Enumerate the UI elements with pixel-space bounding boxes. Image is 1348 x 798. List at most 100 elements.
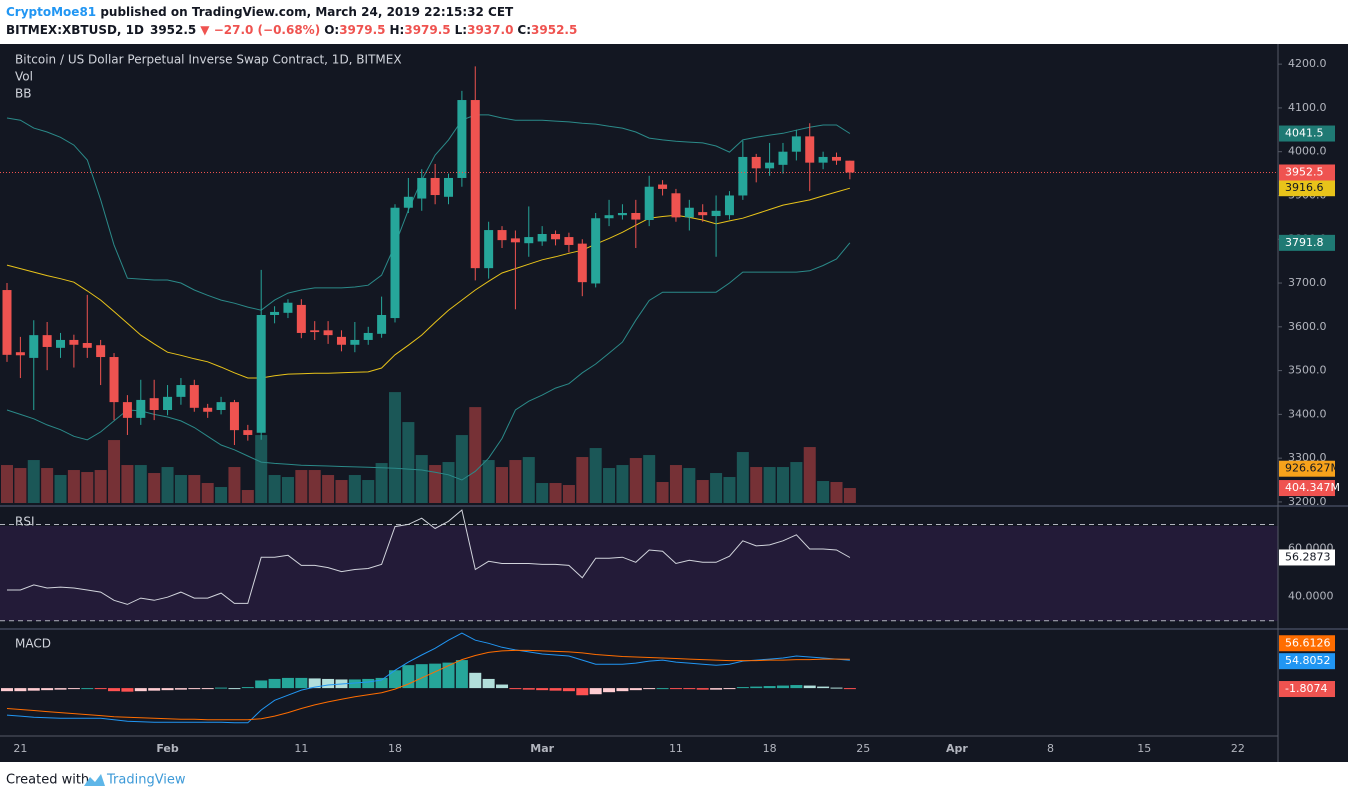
volume-bar: [429, 465, 442, 503]
volume-bar: [843, 488, 856, 503]
volume-bar: [94, 470, 107, 503]
indicator-label: BB: [15, 87, 31, 101]
x-tick-label: 22: [1231, 742, 1245, 755]
candle-body: [805, 136, 815, 163]
x-tick-label: Feb: [156, 742, 179, 755]
volume-bar: [776, 467, 789, 503]
volume-bar: [549, 483, 562, 503]
published-text: published on TradingView.com, March 24, …: [96, 5, 514, 19]
macd-line: [6, 632, 850, 724]
volume-bar: [750, 467, 763, 503]
x-tick-label: Mar: [530, 742, 554, 755]
bollinger-band: [6, 242, 851, 481]
volume-bar: [375, 463, 388, 503]
candle-body: [711, 210, 721, 217]
price-tag: [1279, 460, 1335, 477]
macd-histogram-bar: [121, 688, 134, 692]
candle-body: [2, 290, 12, 355]
volume-bar: [603, 468, 616, 503]
macd-histogram-bar: [843, 688, 856, 690]
volume-bar: [215, 487, 228, 503]
volume-bar: [790, 462, 803, 503]
macd-histogram-bar: [803, 685, 816, 689]
volume-bar: [348, 475, 361, 503]
candle-body: [96, 345, 106, 358]
volume-bar: [322, 475, 335, 503]
macd-histogram-bar: [14, 688, 27, 692]
candle-body: [470, 100, 480, 269]
open-value: 3979.5: [339, 23, 385, 37]
macd-histogram-bar: [589, 688, 602, 695]
volume-bar: [415, 455, 428, 503]
macd-histogram-bar: [656, 688, 669, 690]
volume-bar: [67, 470, 80, 503]
volume-bar: [14, 468, 27, 503]
macd-histogram-bar: [710, 688, 723, 690]
candle-body: [510, 238, 520, 243]
volume-bar: [736, 452, 749, 503]
candle-body: [577, 243, 587, 283]
chart-layer: 21 Feb 11 18 Mar 11 18 25 Apr 8 15 223200.03300.034…: [0, 57, 1340, 755]
candle-body: [631, 212, 641, 220]
macd-histogram-bar: [723, 688, 736, 690]
candle-body: [82, 343, 92, 348]
macd-histogram-bar: [134, 688, 147, 692]
rsi-band-bg: [0, 526, 1278, 621]
last-price: 3952.5: [150, 23, 196, 37]
x-tick-label: 8: [1047, 742, 1054, 755]
volume-bar: [134, 465, 147, 503]
candle-body: [430, 177, 440, 196]
price-tag-label: 4041.5: [1285, 127, 1324, 140]
volume-bar: [589, 448, 602, 503]
macd-histogram-bar: [415, 664, 428, 689]
macd-histogram-bar: [41, 688, 54, 691]
volume-bar: [522, 457, 535, 503]
candle-body: [42, 335, 52, 347]
candle-body: [457, 100, 467, 178]
volume-bar: [455, 435, 468, 503]
price-tag-label: -1.8074: [1285, 682, 1327, 695]
candle-body: [417, 177, 427, 199]
candle-body: [524, 237, 534, 244]
volume-bar: [496, 467, 509, 503]
main-title: Bitcoin / US Dollar Perpetual Inverse Sw…: [15, 53, 402, 67]
candle-body: [136, 399, 146, 418]
high-value: 3979.5: [404, 23, 450, 37]
candle-body: [163, 396, 173, 410]
x-tick-label: 21: [13, 742, 27, 755]
price-tag: [1279, 164, 1335, 181]
close-value: 3952.5: [531, 23, 577, 37]
y-tick-label: 4100.0: [1288, 101, 1327, 114]
macd-histogram-bar: [616, 688, 629, 692]
candle-body: [671, 193, 681, 218]
volume-bar: [469, 407, 482, 503]
x-tick-label: Apr: [946, 742, 968, 755]
candle-body: [390, 207, 400, 319]
candle-body: [831, 156, 841, 161]
volume-bar: [576, 457, 589, 503]
volume-bar: [710, 473, 723, 503]
macd-histogram-bar: [54, 688, 67, 690]
volume-bar: [509, 460, 522, 503]
y-tick-label: 4000.0: [1288, 145, 1327, 158]
candle-body: [336, 336, 346, 345]
volume-bar: [121, 465, 134, 503]
author-link[interactable]: CryptoMoe81: [6, 5, 96, 19]
price-tag-label: 56.6126: [1285, 636, 1331, 649]
low-value: 3937.0: [467, 23, 513, 37]
volume-bar: [268, 475, 281, 503]
x-tick-label: 11: [669, 742, 683, 755]
volume-bar: [817, 481, 830, 503]
x-tick-label: 25: [856, 742, 870, 755]
macd-histogram-bar: [402, 665, 415, 689]
brand-link[interactable]: TradingView: [106, 773, 186, 788]
macd-histogram-bar: [643, 688, 656, 690]
candle-body: [109, 357, 119, 403]
candle-body: [243, 430, 253, 435]
candle-body: [658, 184, 668, 189]
indicator-label: MACD: [15, 637, 51, 651]
price-tag-label: 3952.5: [1285, 165, 1324, 178]
y-tick-label: 4200.0: [1288, 57, 1327, 70]
macd-histogram-bar: [696, 688, 709, 690]
